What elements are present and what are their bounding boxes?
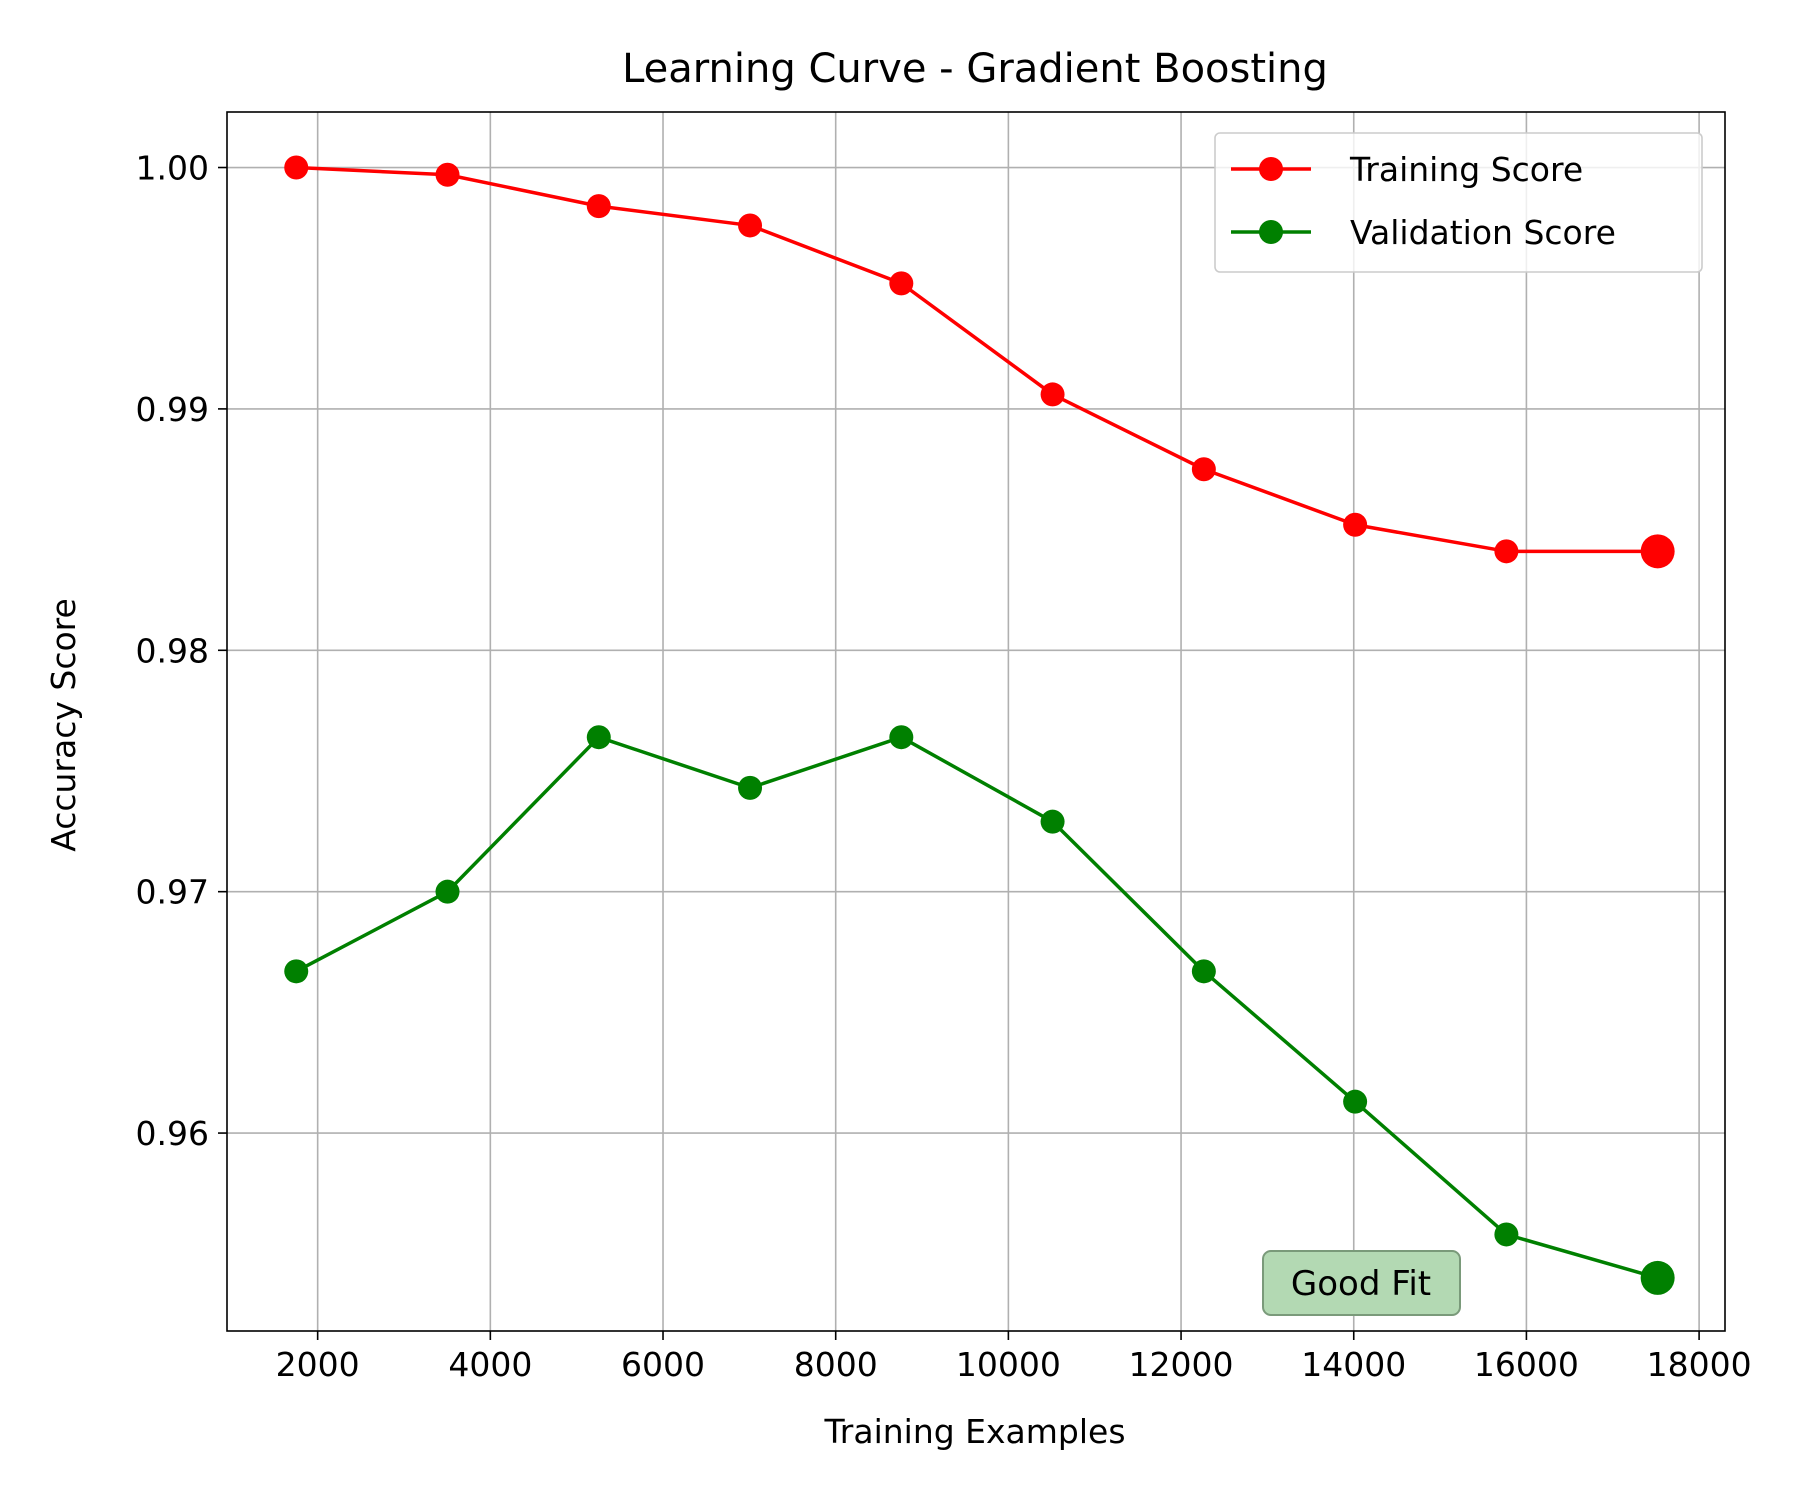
x-tick-label: 16000: [1474, 1345, 1579, 1384]
x-tick-label: 12000: [1129, 1345, 1234, 1384]
data-point: [435, 879, 460, 904]
y-tick-label: 0.98: [136, 631, 209, 670]
data-point: [435, 162, 460, 187]
legend: Training Score Validation Score: [1214, 132, 1703, 273]
x-tick-label: 8000: [794, 1345, 878, 1384]
data-point: [1343, 512, 1368, 537]
data-point: [586, 725, 611, 750]
data-point: [1640, 534, 1675, 569]
data-point: [1640, 1260, 1675, 1295]
data-point: [889, 725, 914, 750]
legend-box: [1214, 132, 1703, 273]
data-point: [1191, 457, 1216, 482]
data-point: [284, 959, 309, 984]
x-tick-label: 2000: [276, 1345, 360, 1384]
legend-item: Validation Score: [1231, 213, 1616, 252]
chart-title: Learning Curve - Gradient Boosting: [622, 46, 1328, 92]
series-validation-score: [284, 725, 1675, 1295]
good-fit-annotation: Good Fit: [1262, 1250, 1461, 1316]
y-tick-label: 0.97: [136, 873, 209, 912]
legend-label: Training Score: [1349, 150, 1583, 189]
data-point: [889, 271, 914, 296]
data-point: [738, 213, 763, 238]
series-line: [295, 735, 1659, 1280]
series-line: [296, 165, 1658, 554]
y-tick-label: 0.96: [136, 1114, 209, 1153]
axis-ticks: 2000 4000 6000 8000 10000 12000 14000 16000 1800…: [136, 149, 1752, 1384]
plot-frame: [226, 111, 1726, 1332]
data-point: [1040, 382, 1065, 407]
grid: [227, 112, 1725, 1331]
data-point: [586, 194, 611, 219]
data-point: [1494, 539, 1519, 564]
y-axis-label: Accuracy Score: [44, 598, 83, 852]
series-training-score: [284, 155, 1675, 569]
legend-marker: [1259, 220, 1283, 244]
legend-item: Training Score: [1231, 150, 1583, 189]
legend-marker: [1259, 157, 1283, 181]
data-point: [738, 775, 763, 800]
data-point: [1191, 959, 1216, 984]
data-point: [1040, 809, 1065, 834]
legend-label: Validation Score: [1350, 213, 1616, 252]
y-tick-label: 1.00: [136, 149, 209, 188]
data-point: [1343, 1089, 1368, 1114]
annotation-box: [1262, 1250, 1461, 1316]
x-tick-label: 10000: [956, 1345, 1061, 1384]
data-series: [284, 155, 1675, 1295]
data-point: [1494, 1222, 1519, 1247]
x-tick-label: 6000: [621, 1345, 705, 1384]
annotation-text: Good Fit: [1291, 1264, 1431, 1304]
x-tick-label: 14000: [1301, 1345, 1406, 1384]
x-axis-label: Training Examples: [823, 1412, 1125, 1451]
x-tick-label: 18000: [1647, 1345, 1752, 1384]
data-point: [284, 155, 309, 180]
y-tick-label: 0.99: [136, 390, 209, 429]
x-tick-label: 4000: [448, 1345, 532, 1384]
